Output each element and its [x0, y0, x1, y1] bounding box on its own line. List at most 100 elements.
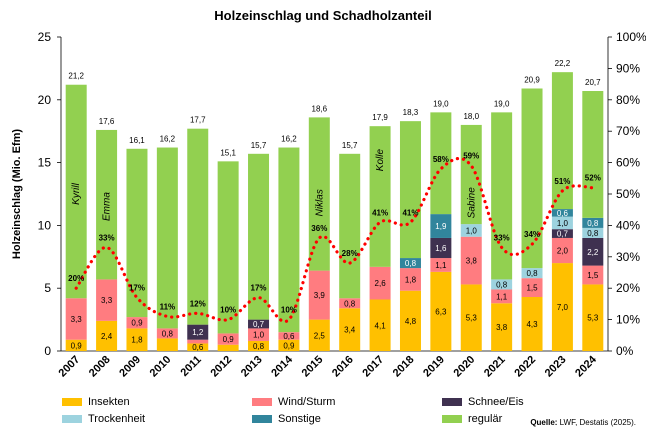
data-label-wind-sturm-2017: 2,6 [375, 279, 387, 288]
total-label-2019: 19,0 [433, 99, 449, 108]
line-label-2011: 12% [190, 299, 206, 308]
x-tick-label-2023: 2023 [543, 354, 569, 380]
line-label-2021: 33% [494, 233, 510, 242]
total-label-2009: 16,1 [129, 136, 145, 145]
data-label-sonstige-2023: 0,6 [557, 209, 569, 218]
data-label-wind-sturm-2022: 1,5 [526, 284, 538, 293]
total-label-2007: 21,2 [68, 72, 84, 81]
bar-insekten-2007 [65, 339, 87, 351]
bar-wind-sturm-2017 [369, 266, 391, 300]
x-tick-label-2022: 2022 [512, 354, 538, 380]
legend-swatch-sonstige [252, 415, 272, 423]
bar-wind-sturm-2012 [217, 333, 239, 345]
legend-label-regulaer: regulär [468, 413, 503, 425]
data-label-insekten-2021: 3,8 [496, 323, 508, 332]
legend-label-schnee-eis: Schnee/Eis [468, 396, 524, 408]
bar-trockenheit-2024 [582, 227, 604, 238]
bar-wind-sturm-2024 [582, 265, 604, 285]
data-label-insekten-2015: 2,5 [314, 331, 326, 340]
bar-wind-sturm-2016 [339, 298, 361, 309]
bar-wind-sturm-2021 [491, 289, 513, 304]
legend-item-schnee-eis: Schnee/Eis [442, 396, 524, 408]
bar-insekten-2015 [308, 319, 330, 351]
y-tick-label: 25 [38, 30, 52, 44]
bar-wind-sturm-2020 [460, 236, 482, 285]
bar-sonstige-2023 [551, 209, 573, 217]
bar-schnee-eis-2013 [248, 319, 270, 329]
line-label-2015: 36% [311, 224, 327, 233]
data-label-wind-sturm-2020: 3,8 [466, 257, 478, 266]
legend-label-sonstige: Sonstige [278, 413, 321, 425]
source-note: Quelle: LWF, Destatis (2025). [530, 418, 636, 427]
total-label-2022: 20,9 [524, 75, 540, 84]
bar-schnee-eis-2024 [582, 237, 604, 266]
data-label-wind-sturm-2015: 3,9 [314, 291, 326, 300]
x-tick-label-2009: 2009 [117, 354, 143, 380]
line-label-2014: 10% [281, 306, 297, 315]
total-label-2017: 17,9 [372, 113, 388, 122]
bar-insekten-2008 [96, 320, 118, 351]
y2-tick-label: 80% [616, 93, 640, 107]
x-tick-label-2017: 2017 [360, 354, 386, 380]
bar-regulaer-2010 [156, 147, 178, 329]
bar-regulaer-2022 [521, 88, 543, 269]
legend-label-insekten: Insekten [88, 396, 130, 408]
data-label-sonstige-2019: 1,9 [435, 222, 447, 231]
total-label-2011: 17,7 [190, 116, 206, 125]
y-tick-label: 20 [38, 93, 52, 107]
chart-title: Holzeinschlag und Schadholzanteil [214, 8, 432, 23]
total-label-2013: 15,7 [251, 141, 267, 150]
data-label-trockenheit-2022: 0,8 [526, 269, 538, 278]
data-label-trockenheit-2020: 1,0 [466, 226, 478, 235]
x-tick-label-2016: 2016 [330, 354, 356, 380]
data-label-wind-sturm-2012: 0,9 [223, 335, 235, 344]
bar-insekten-2022 [521, 296, 543, 351]
line-label-2012: 10% [220, 306, 236, 315]
y2-tick-label: 60% [616, 156, 640, 170]
bar-insekten-2019 [430, 271, 452, 351]
bar-schnee-eis-2011 [187, 324, 209, 340]
legend-swatch-insekten [62, 398, 82, 406]
y2-tick-label: 70% [616, 124, 640, 138]
bar-sonstige-2018 [399, 258, 421, 269]
bar-insekten-2012 [217, 344, 239, 351]
bar-insekten-2013 [248, 340, 270, 351]
bar-insekten-2024 [582, 284, 604, 351]
bar-insekten-2020 [460, 284, 482, 351]
bar-wind-sturm-2011 [187, 339, 209, 344]
bar-insekten-2018 [399, 290, 421, 351]
total-label-2015: 18,6 [312, 104, 328, 113]
bar-insekten-2009 [126, 328, 148, 351]
data-label-wind-sturm-2021: 1,1 [496, 292, 508, 301]
data-label-insekten-2023: 7,0 [557, 303, 569, 312]
bar-trockenheit-2023 [551, 216, 573, 230]
x-tick-label-2008: 2008 [87, 354, 113, 380]
total-label-2021: 19,0 [494, 99, 510, 108]
line-label-2008: 33% [99, 233, 115, 242]
x-tick-label-2018: 2018 [391, 354, 417, 380]
data-label-insekten-2019: 6,3 [435, 307, 447, 316]
data-label-insekten-2007: 0,9 [71, 341, 83, 350]
line-label-2016: 28% [342, 249, 358, 258]
bar-wind-sturm-2013 [248, 328, 270, 341]
data-label-wind-sturm-2024: 1,5 [587, 271, 599, 280]
source-label: Quelle: [530, 418, 558, 427]
data-label-wind-sturm-2019: 1,1 [435, 261, 447, 270]
data-label-insekten-2014: 0,9 [283, 341, 295, 350]
bar-trockenheit-2021 [491, 279, 513, 290]
y2-tick-label: 20% [616, 281, 640, 295]
bar-regulaer-2019 [430, 112, 452, 215]
data-label-schnee-eis-2023: 0,7 [557, 230, 569, 239]
line-label-2013: 17% [251, 284, 267, 293]
bar-wind-sturm-2010 [156, 328, 178, 339]
y-tick-label: 10 [38, 218, 52, 232]
y2-tick-label: 90% [616, 61, 640, 75]
bar-insekten-2023 [551, 263, 573, 351]
data-label-wind-sturm-2013: 1,0 [253, 331, 265, 340]
legend-label-wind-sturm: Wind/Sturm [278, 396, 336, 408]
legend-swatch-regulaer [442, 415, 462, 423]
damage-share-line [74, 156, 595, 324]
data-label-insekten-2020: 5,3 [466, 314, 478, 323]
bar-wind-sturm-2007 [65, 298, 87, 340]
legend-swatch-wind-sturm [252, 398, 272, 406]
